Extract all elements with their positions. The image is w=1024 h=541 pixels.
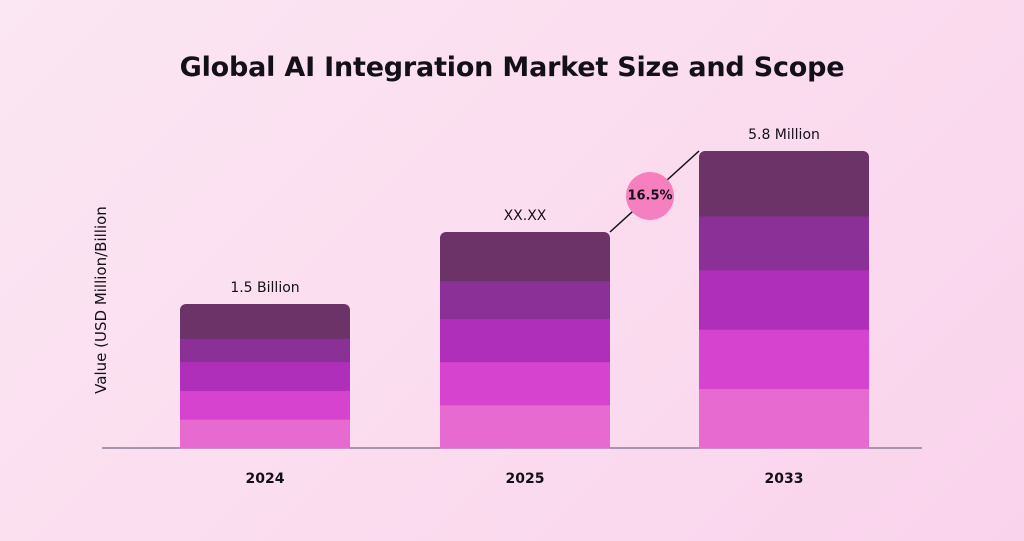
data-label-2024: 1.5 Billion [230, 280, 299, 296]
growth-annotation: 16.5% [609, 150, 700, 233]
growth-rate-label: 16.5% [627, 189, 672, 204]
bar-2033-segment-5 [699, 151, 869, 217]
x-tick-2024: 2024 [246, 471, 285, 487]
bar-2033-segment-4 [699, 210, 869, 271]
bar-2025-segment-1 [440, 404, 610, 449]
bar-2025-segment-2 [440, 361, 610, 406]
bar-2025-segment-4 [440, 275, 610, 319]
bar-2033-segment-2 [699, 329, 869, 390]
bar-2033 [699, 151, 869, 449]
bar-2024 [180, 304, 350, 449]
bar-2033-segment-1 [699, 388, 869, 449]
bar-2024-segment-1 [180, 419, 350, 449]
bar-2033-segment-3 [699, 269, 869, 330]
bar-2025-segment-5 [440, 232, 610, 282]
x-tick-2025: 2025 [506, 471, 545, 487]
x-tick-2033: 2033 [765, 471, 804, 487]
bar-2024-segment-2 [180, 390, 350, 420]
bar-2025-segment-3 [440, 318, 610, 363]
chart-title: Global AI Integration Market Size and Sc… [179, 52, 845, 83]
bar-2024-segment-3 [180, 361, 350, 391]
data-label-2025: XX.XX [504, 208, 547, 224]
bar-2025 [440, 232, 610, 449]
growth-badge [626, 172, 674, 220]
data-label-2033: 5.8 Million [748, 127, 820, 143]
bar-2024-segment-5 [180, 304, 350, 339]
